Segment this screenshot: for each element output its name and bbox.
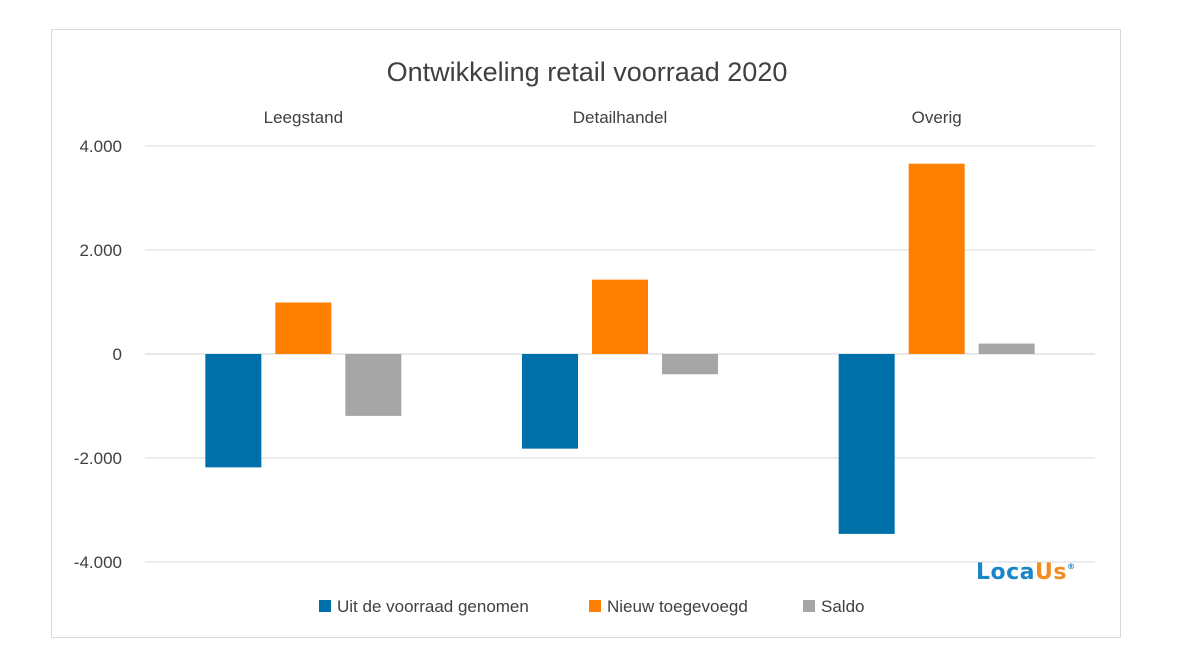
bar xyxy=(908,163,965,354)
locatus-logo: LocaUs® xyxy=(976,560,1076,585)
y-tick-label: -4.000 xyxy=(74,553,122,572)
bar xyxy=(275,302,332,354)
legend-swatch xyxy=(589,600,601,612)
legend-label: Nieuw toegevoegd xyxy=(607,597,748,616)
bar xyxy=(345,354,402,416)
y-tick-label: 4.000 xyxy=(79,137,122,156)
category-labels: Leegstand Detailhandel Overig xyxy=(264,108,962,127)
chart-title: Ontwikkeling retail voorraad 2020 xyxy=(387,57,788,87)
bar xyxy=(978,343,1035,354)
y-tick-label: 2.000 xyxy=(79,241,122,260)
legend-swatch xyxy=(319,600,331,612)
bar xyxy=(522,354,578,449)
legend-label: Uit de voorraad genomen xyxy=(337,597,529,616)
legend-swatch xyxy=(803,600,815,612)
bar xyxy=(592,279,648,354)
legend-label: Saldo xyxy=(821,597,864,616)
bar xyxy=(205,354,262,468)
legend: Uit de voorraad genomen Nieuw toegevoegd S… xyxy=(319,597,864,616)
y-tick-label: 0 xyxy=(113,345,122,364)
category-label: Detailhandel xyxy=(573,108,668,127)
category-label: Overig xyxy=(912,108,962,127)
y-tick-label: -2.000 xyxy=(74,449,122,468)
bars xyxy=(205,163,1035,534)
y-axis-tick-labels: 4.000 2.000 0 -2.000 -4.000 xyxy=(74,137,122,572)
bar xyxy=(838,354,895,534)
category-label: Leegstand xyxy=(264,108,343,127)
bar xyxy=(662,354,718,375)
